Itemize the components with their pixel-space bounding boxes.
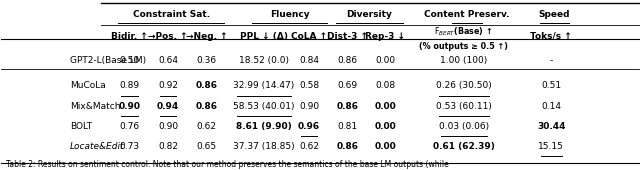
Text: 0.69: 0.69: [337, 81, 358, 90]
Text: Rep-3 ↓: Rep-3 ↓: [365, 32, 405, 41]
Text: 0.76: 0.76: [120, 122, 140, 131]
Text: PPL ↓ (Δ): PPL ↓ (Δ): [240, 32, 288, 41]
Text: Table 2: Results on sentiment control. Note that our method preserves the semant: Table 2: Results on sentiment control. N…: [6, 160, 449, 169]
Text: 0.94: 0.94: [157, 102, 179, 110]
Text: 0.73: 0.73: [120, 142, 140, 151]
Text: 0.62: 0.62: [196, 122, 216, 131]
Text: 0.86: 0.86: [337, 56, 358, 65]
Text: 0.03 (0.06): 0.03 (0.06): [438, 122, 489, 131]
Text: Fluency: Fluency: [270, 10, 310, 19]
Text: 37.37 (18.85): 37.37 (18.85): [233, 142, 294, 151]
Text: Toks/s ↑: Toks/s ↑: [531, 32, 572, 41]
Text: Bidir. ↑: Bidir. ↑: [111, 32, 148, 41]
Text: 0.86: 0.86: [195, 81, 218, 90]
Text: 0.62: 0.62: [299, 142, 319, 151]
Text: (% outputs ≥ 0.5 ↑): (% outputs ≥ 0.5 ↑): [419, 42, 508, 51]
Text: GPT2-L(Base LM): GPT2-L(Base LM): [70, 56, 146, 65]
Text: 1.00 (100): 1.00 (100): [440, 56, 487, 65]
Text: 0.82: 0.82: [158, 142, 178, 151]
Text: 0.81: 0.81: [337, 122, 358, 131]
Text: 0.86: 0.86: [337, 142, 358, 151]
Text: 0.00: 0.00: [374, 142, 396, 151]
Text: -: -: [550, 56, 553, 65]
Text: 8.61 (9.90): 8.61 (9.90): [236, 122, 292, 131]
Text: 0.50: 0.50: [120, 56, 140, 65]
Text: 0.84: 0.84: [299, 56, 319, 65]
Text: 0.90: 0.90: [118, 102, 141, 110]
Text: 0.26 (30.50): 0.26 (30.50): [436, 81, 492, 90]
Text: 0.36: 0.36: [196, 56, 216, 65]
Text: 0.08: 0.08: [375, 81, 396, 90]
Text: 0.61 (62.39): 0.61 (62.39): [433, 142, 495, 151]
Text: 18.52 (0.0): 18.52 (0.0): [239, 56, 289, 65]
Text: 0.86: 0.86: [195, 102, 218, 110]
Text: 0.58: 0.58: [299, 81, 319, 90]
Text: 0.89: 0.89: [120, 81, 140, 90]
Text: 0.90: 0.90: [158, 122, 178, 131]
Text: Mix&Match: Mix&Match: [70, 102, 120, 110]
Text: Content Preserv.: Content Preserv.: [424, 10, 509, 19]
Text: 0.53 (60.11): 0.53 (60.11): [436, 102, 492, 110]
Text: Diversity: Diversity: [346, 10, 392, 19]
Text: MuCoLa: MuCoLa: [70, 81, 106, 90]
Text: 0.92: 0.92: [158, 81, 178, 90]
Text: →Pos. ↑: →Pos. ↑: [148, 32, 188, 41]
Text: 32.99 (14.47): 32.99 (14.47): [233, 81, 294, 90]
Text: 30.44: 30.44: [537, 122, 565, 131]
Text: 0.51: 0.51: [541, 81, 561, 90]
Text: Speed: Speed: [539, 10, 570, 19]
Text: →Neg. ↑: →Neg. ↑: [186, 32, 227, 41]
Text: 0.14: 0.14: [541, 102, 561, 110]
Text: Constraint Sat.: Constraint Sat.: [132, 10, 210, 19]
Text: 0.64: 0.64: [158, 56, 178, 65]
Text: 0.65: 0.65: [196, 142, 216, 151]
Text: 15.15: 15.15: [538, 142, 564, 151]
Text: 0.00: 0.00: [375, 56, 396, 65]
Text: 58.53 (40.01): 58.53 (40.01): [233, 102, 294, 110]
Text: CoLA ↑: CoLA ↑: [291, 32, 327, 41]
Text: 0.90: 0.90: [299, 102, 319, 110]
Text: 0.86: 0.86: [337, 102, 358, 110]
Text: 0.00: 0.00: [374, 122, 396, 131]
Text: 0.00: 0.00: [374, 102, 396, 110]
Text: $\mathrm{F}_{BERT}$(Base) ↑: $\mathrm{F}_{BERT}$(Base) ↑: [435, 25, 493, 38]
Text: Dist-3 ↑: Dist-3 ↑: [327, 32, 368, 41]
Text: BOLT: BOLT: [70, 122, 92, 131]
Text: 0.96: 0.96: [298, 122, 320, 131]
Text: Locate&Edit: Locate&Edit: [70, 142, 124, 151]
